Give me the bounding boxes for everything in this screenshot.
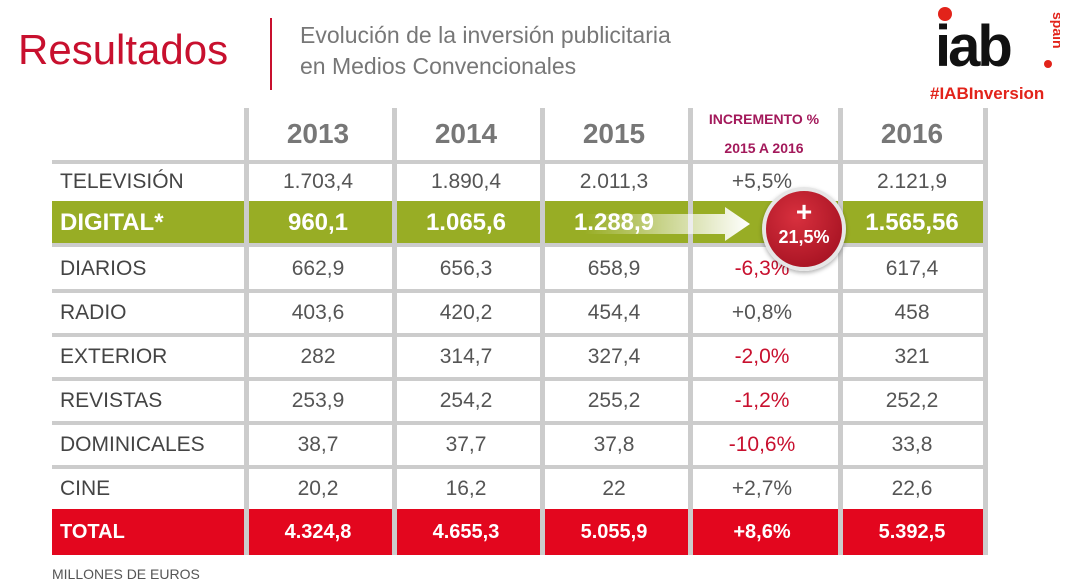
cell-v2016: 321 [894, 345, 930, 368]
svg-text:spain: spain [1050, 12, 1060, 49]
cell-v2015: 2.011,3 [579, 170, 649, 193]
column-divider [244, 108, 249, 555]
row-label: DIGITAL* [60, 209, 164, 236]
page-subtitle: Evolución de la inversión publicitaria e… [300, 20, 671, 82]
subtitle-line-2: en Medios Convencionales [300, 53, 577, 79]
year-header-2013: 2013 [286, 118, 350, 149]
row-divider [52, 289, 985, 293]
hashtag: #IABInversion [930, 84, 1045, 103]
cell-v2013: 4.324,8 [284, 521, 352, 543]
page-title: Resultados [18, 26, 229, 73]
table-row: DOMINICALES 38,7 37,7 37,8 -10,6% 33,8 [52, 423, 985, 467]
column-divider [688, 108, 693, 555]
table-row: TELEVISIÓN 1.703,4 1.890,4 2.011,3 +5,5% 2.12… [52, 162, 985, 201]
year-header-2015: 2015 [582, 118, 646, 149]
cell-v2013: 20,2 [297, 477, 339, 500]
table-row: DIARIOS 662,9 656,3 658,9 -6,3% 617,4 [52, 247, 985, 291]
cell-v2013: 1.703,4 [282, 170, 354, 193]
cell-v2014: 37,7 [445, 433, 487, 456]
cell-v2016: 33,8 [891, 433, 933, 456]
increment-header-line-1: INCREMENTO % [708, 111, 820, 127]
column-divider [983, 108, 988, 555]
cell-v2014: 1.065,6 [425, 209, 507, 236]
arrow-icon [585, 207, 750, 241]
cell-v2016: 458 [894, 301, 930, 324]
row-divider [52, 160, 985, 164]
cell-inc: +5,5% [731, 170, 793, 193]
cell-v2014: 314,7 [439, 345, 493, 368]
cell-v2013: 282 [300, 345, 336, 368]
cell-v2014: 1.890,4 [430, 170, 502, 193]
cell-v2015: 255,2 [587, 389, 641, 412]
svg-text:iab: iab [935, 14, 1011, 74]
cell-v2014: 656,3 [439, 257, 493, 280]
cell-v2013: 960,1 [287, 209, 349, 236]
cell-v2014: 4.655,3 [432, 521, 500, 543]
cell-v2016: 22,6 [891, 477, 933, 500]
column-divider [392, 108, 397, 555]
plus-icon: + [795, 196, 813, 227]
cell-inc: -1,2% [734, 389, 790, 412]
cell-v2014: 254,2 [439, 389, 493, 412]
cell-inc: +8,6% [733, 521, 791, 543]
cell-v2015: 327,4 [587, 345, 641, 368]
cell-inc: -2,0% [734, 345, 790, 368]
cell-v2015: 454,4 [587, 301, 641, 324]
cell-v2013: 253,9 [291, 389, 345, 412]
row-divider [52, 377, 985, 381]
row-label: TOTAL [60, 521, 125, 543]
cell-v2016: 2.121,9 [876, 170, 948, 193]
cell-v2016: 5.392,5 [878, 521, 946, 543]
cell-v2013: 662,9 [291, 257, 345, 280]
cell-v2016: 617,4 [885, 257, 939, 280]
units-footnote: MILLONES DE EUROS [52, 566, 200, 582]
row-label: EXTERIOR [60, 345, 168, 368]
cell-v2013: 38,7 [297, 433, 339, 456]
cell-v2015: 658,9 [587, 257, 641, 280]
row-label: DOMINICALES [60, 433, 205, 456]
cell-v2013: 403,6 [291, 301, 345, 324]
row-label: TELEVISIÓN [60, 170, 184, 193]
cell-v2014: 420,2 [439, 301, 493, 324]
subtitle-line-1: Evolución de la inversión publicitaria [300, 22, 671, 48]
cell-v2015: 22 [602, 477, 626, 500]
table-row: CINE 20,2 16,2 22 +2,7% 22,6 [52, 467, 985, 511]
badge-value: 21,5% [778, 227, 830, 247]
cell-inc: +2,7% [731, 477, 793, 500]
cell-inc: -10,6% [728, 433, 796, 456]
row-divider [52, 333, 985, 337]
row-label: REVISTAS [60, 389, 163, 412]
cell-v2014: 16,2 [445, 477, 487, 500]
row-divider [52, 465, 985, 469]
row-divider [52, 243, 985, 247]
row-divider [52, 421, 985, 425]
table-row: REVISTAS 253,9 254,2 255,2 -1,2% 252,2 [52, 379, 985, 423]
table-row: RADIO 403,6 420,2 454,4 +0,8% 458 [52, 291, 985, 335]
row-label: DIARIOS [60, 257, 147, 280]
column-divider [838, 108, 843, 555]
year-header-2016: 2016 [880, 118, 944, 149]
cell-inc: +0,8% [731, 301, 793, 324]
table-row: EXTERIOR 282 314,7 327,4 -2,0% 321 [52, 335, 985, 379]
column-divider [540, 108, 545, 555]
cell-v2015: 5.055,9 [580, 521, 648, 543]
cell-v2015: 37,8 [593, 433, 635, 456]
year-header-2014: 2014 [434, 118, 498, 149]
iab-spain-logo: iab spain [935, 7, 1060, 74]
increment-header-line-2: 2015 A 2016 [724, 140, 804, 156]
row-label: RADIO [60, 301, 127, 324]
cell-v2016: 1.565,56 [865, 209, 959, 236]
row-label: CINE [60, 477, 111, 500]
cell-inc: -6,3% [734, 257, 790, 280]
cell-v2016: 252,2 [885, 389, 939, 412]
title-divider [270, 18, 272, 90]
table-row: TOTAL 4.324,8 4.655,3 5.055,9 +8,6% 5.392,5 [52, 509, 985, 555]
digital-growth-badge: +21,5% [762, 187, 846, 271]
